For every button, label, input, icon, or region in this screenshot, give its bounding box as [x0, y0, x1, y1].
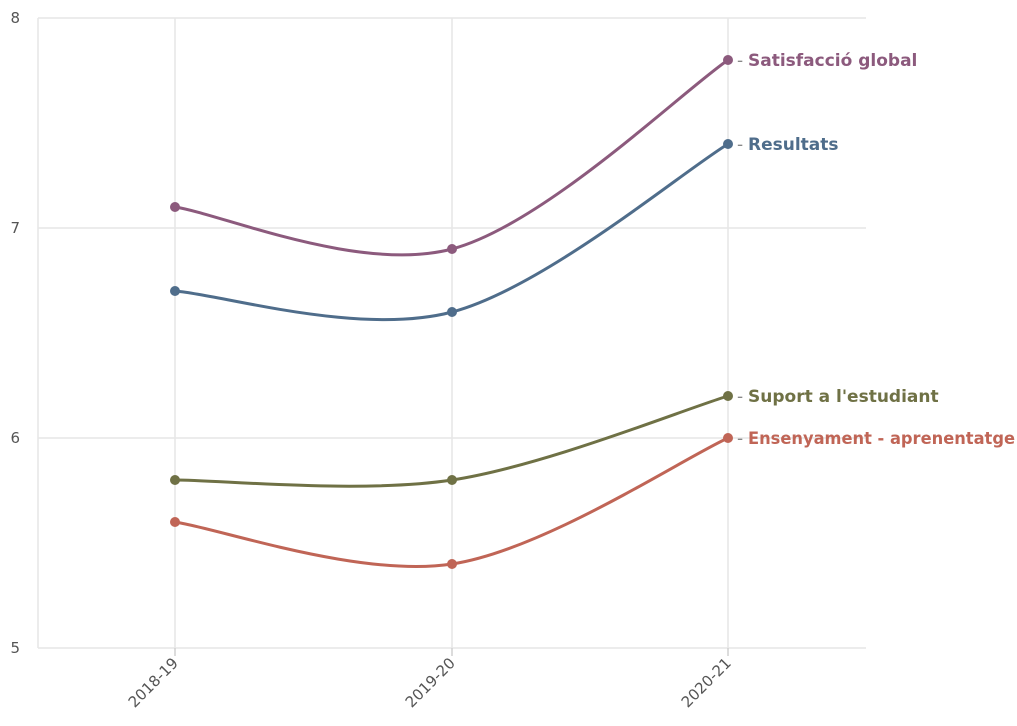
y-tick-label: 8	[10, 9, 20, 27]
grid-lines	[37, 17, 866, 649]
data-point	[447, 244, 457, 254]
series-labels: - Satisfacció global- Resultats- Suport a l…	[737, 51, 1015, 449]
data-point	[723, 139, 733, 149]
data-point	[447, 559, 457, 569]
x-tick-label: 2019-20	[402, 654, 459, 711]
data-point	[170, 517, 180, 527]
label-dash: -	[737, 51, 743, 71]
label-dash: -	[737, 387, 743, 407]
x-tick-label: 2018-19	[125, 654, 182, 711]
y-tick-label: 7	[10, 219, 20, 237]
data-point	[723, 433, 733, 443]
series-label: Satisfacció global	[748, 51, 917, 71]
y-tick-label: 6	[10, 429, 20, 447]
series-label: Ensenyament - aprenentatge	[748, 429, 1015, 449]
y-tick-label: 5	[10, 639, 20, 657]
y-axis-ticks: 5 6 7 8	[10, 9, 20, 657]
data-point	[447, 475, 457, 485]
data-point	[170, 475, 180, 485]
label-dash: -	[737, 135, 743, 155]
label-dash: -	[737, 429, 743, 449]
x-axis-ticks: 2018-19 2019-20 2020-21	[125, 648, 735, 711]
x-tick-label: 2020-21	[678, 654, 735, 711]
series-label: Suport a l'estudiant	[748, 387, 939, 407]
series-lines	[170, 55, 733, 569]
series-label: Resultats	[748, 135, 839, 155]
data-point	[170, 202, 180, 212]
data-point	[170, 286, 180, 296]
data-point	[447, 307, 457, 317]
data-point	[723, 391, 733, 401]
data-point	[723, 55, 733, 65]
